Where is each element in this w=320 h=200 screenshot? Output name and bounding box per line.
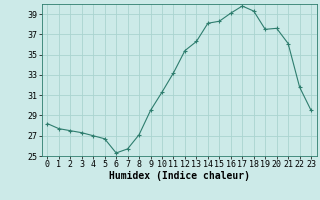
X-axis label: Humidex (Indice chaleur): Humidex (Indice chaleur)	[109, 171, 250, 181]
